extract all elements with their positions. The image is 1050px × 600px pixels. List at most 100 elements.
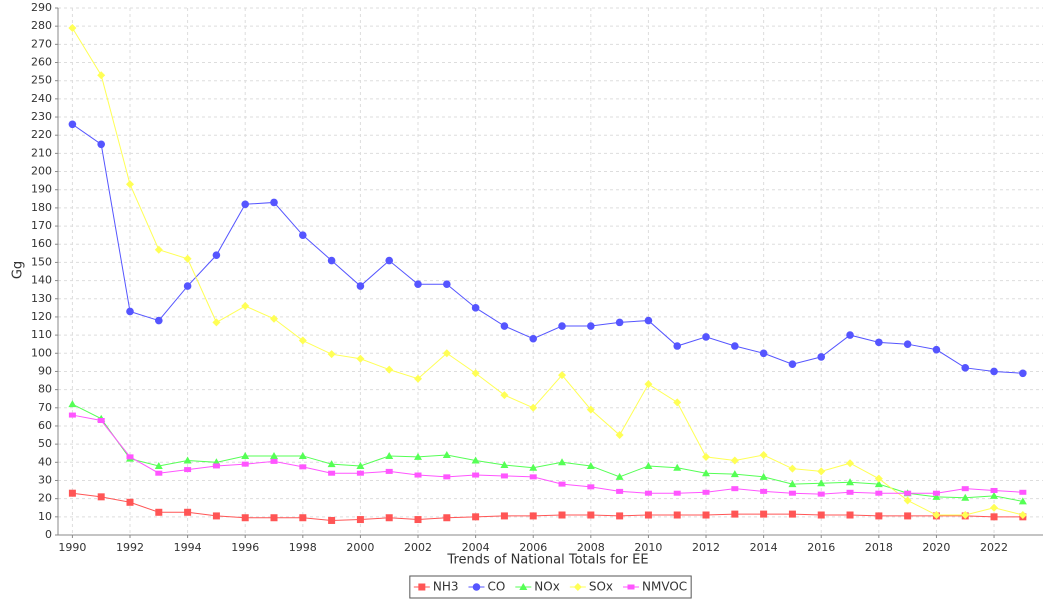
y-tick-label: 270 — [31, 37, 52, 50]
marker — [414, 280, 422, 289]
marker — [327, 350, 336, 359]
marker — [932, 490, 940, 496]
marker — [212, 463, 220, 469]
marker — [97, 71, 106, 80]
marker — [126, 307, 134, 316]
marker — [385, 468, 393, 474]
marker — [385, 451, 394, 459]
marker — [702, 333, 710, 341]
marker — [558, 458, 567, 466]
marker — [97, 140, 106, 149]
marker — [270, 514, 278, 522]
marker — [788, 360, 797, 368]
x-tick-label: 2022 — [980, 541, 1008, 554]
marker — [97, 418, 105, 424]
marker — [356, 470, 364, 476]
marker — [126, 180, 135, 189]
legend-label: NOx — [534, 580, 560, 594]
y-tick-label: 10 — [38, 510, 52, 523]
marker — [328, 470, 336, 476]
y-tick-label: 180 — [31, 201, 52, 214]
marker — [529, 403, 538, 412]
y-tick-label: 90 — [38, 364, 52, 377]
y-tick-label: 200 — [31, 165, 52, 178]
marker — [155, 470, 163, 476]
marker — [328, 516, 336, 524]
marker — [817, 479, 826, 487]
marker — [759, 472, 768, 480]
y-tick-label: 190 — [31, 183, 52, 196]
marker — [587, 322, 595, 330]
marker — [327, 256, 336, 265]
marker — [817, 491, 825, 497]
marker — [298, 336, 307, 345]
marker — [356, 282, 365, 290]
marker — [904, 512, 912, 520]
marker — [846, 331, 854, 339]
series-line — [72, 492, 1023, 521]
marker — [731, 510, 739, 518]
marker — [932, 345, 941, 354]
marker — [299, 514, 307, 522]
marker — [788, 464, 797, 473]
y-tick-label: 110 — [31, 328, 52, 341]
marker — [443, 474, 451, 480]
marker — [990, 491, 999, 499]
marker — [385, 256, 394, 265]
marker — [644, 490, 652, 496]
x-tick-label: 2020 — [922, 541, 950, 554]
marker — [961, 364, 970, 372]
marker — [241, 451, 250, 459]
marker — [241, 461, 249, 467]
marker — [644, 380, 653, 389]
marker — [414, 452, 423, 460]
marker — [155, 316, 163, 325]
marker — [184, 467, 192, 473]
marker — [644, 316, 653, 325]
marker — [183, 456, 192, 464]
marker — [817, 467, 826, 476]
marker — [385, 365, 394, 374]
y-tick-label: 40 — [38, 455, 52, 468]
marker — [759, 349, 768, 358]
marker — [270, 451, 279, 459]
marker — [846, 459, 855, 468]
marker — [587, 484, 595, 490]
marker — [558, 371, 567, 380]
y-tick-label: 100 — [31, 346, 52, 359]
marker — [356, 516, 364, 524]
marker — [500, 322, 509, 330]
marker — [212, 318, 221, 327]
y-tick-label: 140 — [31, 274, 52, 287]
y-tick-label: 120 — [31, 310, 52, 323]
y-tick-label: 230 — [31, 110, 52, 123]
marker — [903, 496, 912, 505]
marker — [1019, 489, 1027, 495]
x-tick-label: 2002 — [404, 541, 432, 554]
y-tick-label: 20 — [38, 492, 52, 505]
marker — [730, 456, 739, 465]
marker — [443, 514, 451, 522]
legend: NH3 CO NOx SOx NMVOC — [409, 575, 692, 599]
marker — [500, 512, 508, 520]
marker — [673, 342, 682, 350]
marker — [241, 302, 250, 311]
marker — [500, 391, 509, 400]
marker — [673, 490, 681, 496]
marker — [586, 405, 595, 414]
y-tick-label: 60 — [38, 419, 52, 432]
marker — [270, 458, 278, 464]
marker — [904, 490, 912, 496]
marker — [788, 510, 796, 518]
marker — [961, 493, 970, 501]
marker — [418, 583, 426, 591]
marker — [846, 511, 854, 519]
series-line — [72, 123, 1023, 374]
marker — [356, 354, 365, 363]
y-tick-label: 50 — [38, 437, 52, 450]
marker — [644, 511, 652, 519]
legend-label: CO — [487, 580, 505, 594]
y-tick-label: 30 — [38, 473, 52, 486]
marker — [414, 516, 422, 524]
